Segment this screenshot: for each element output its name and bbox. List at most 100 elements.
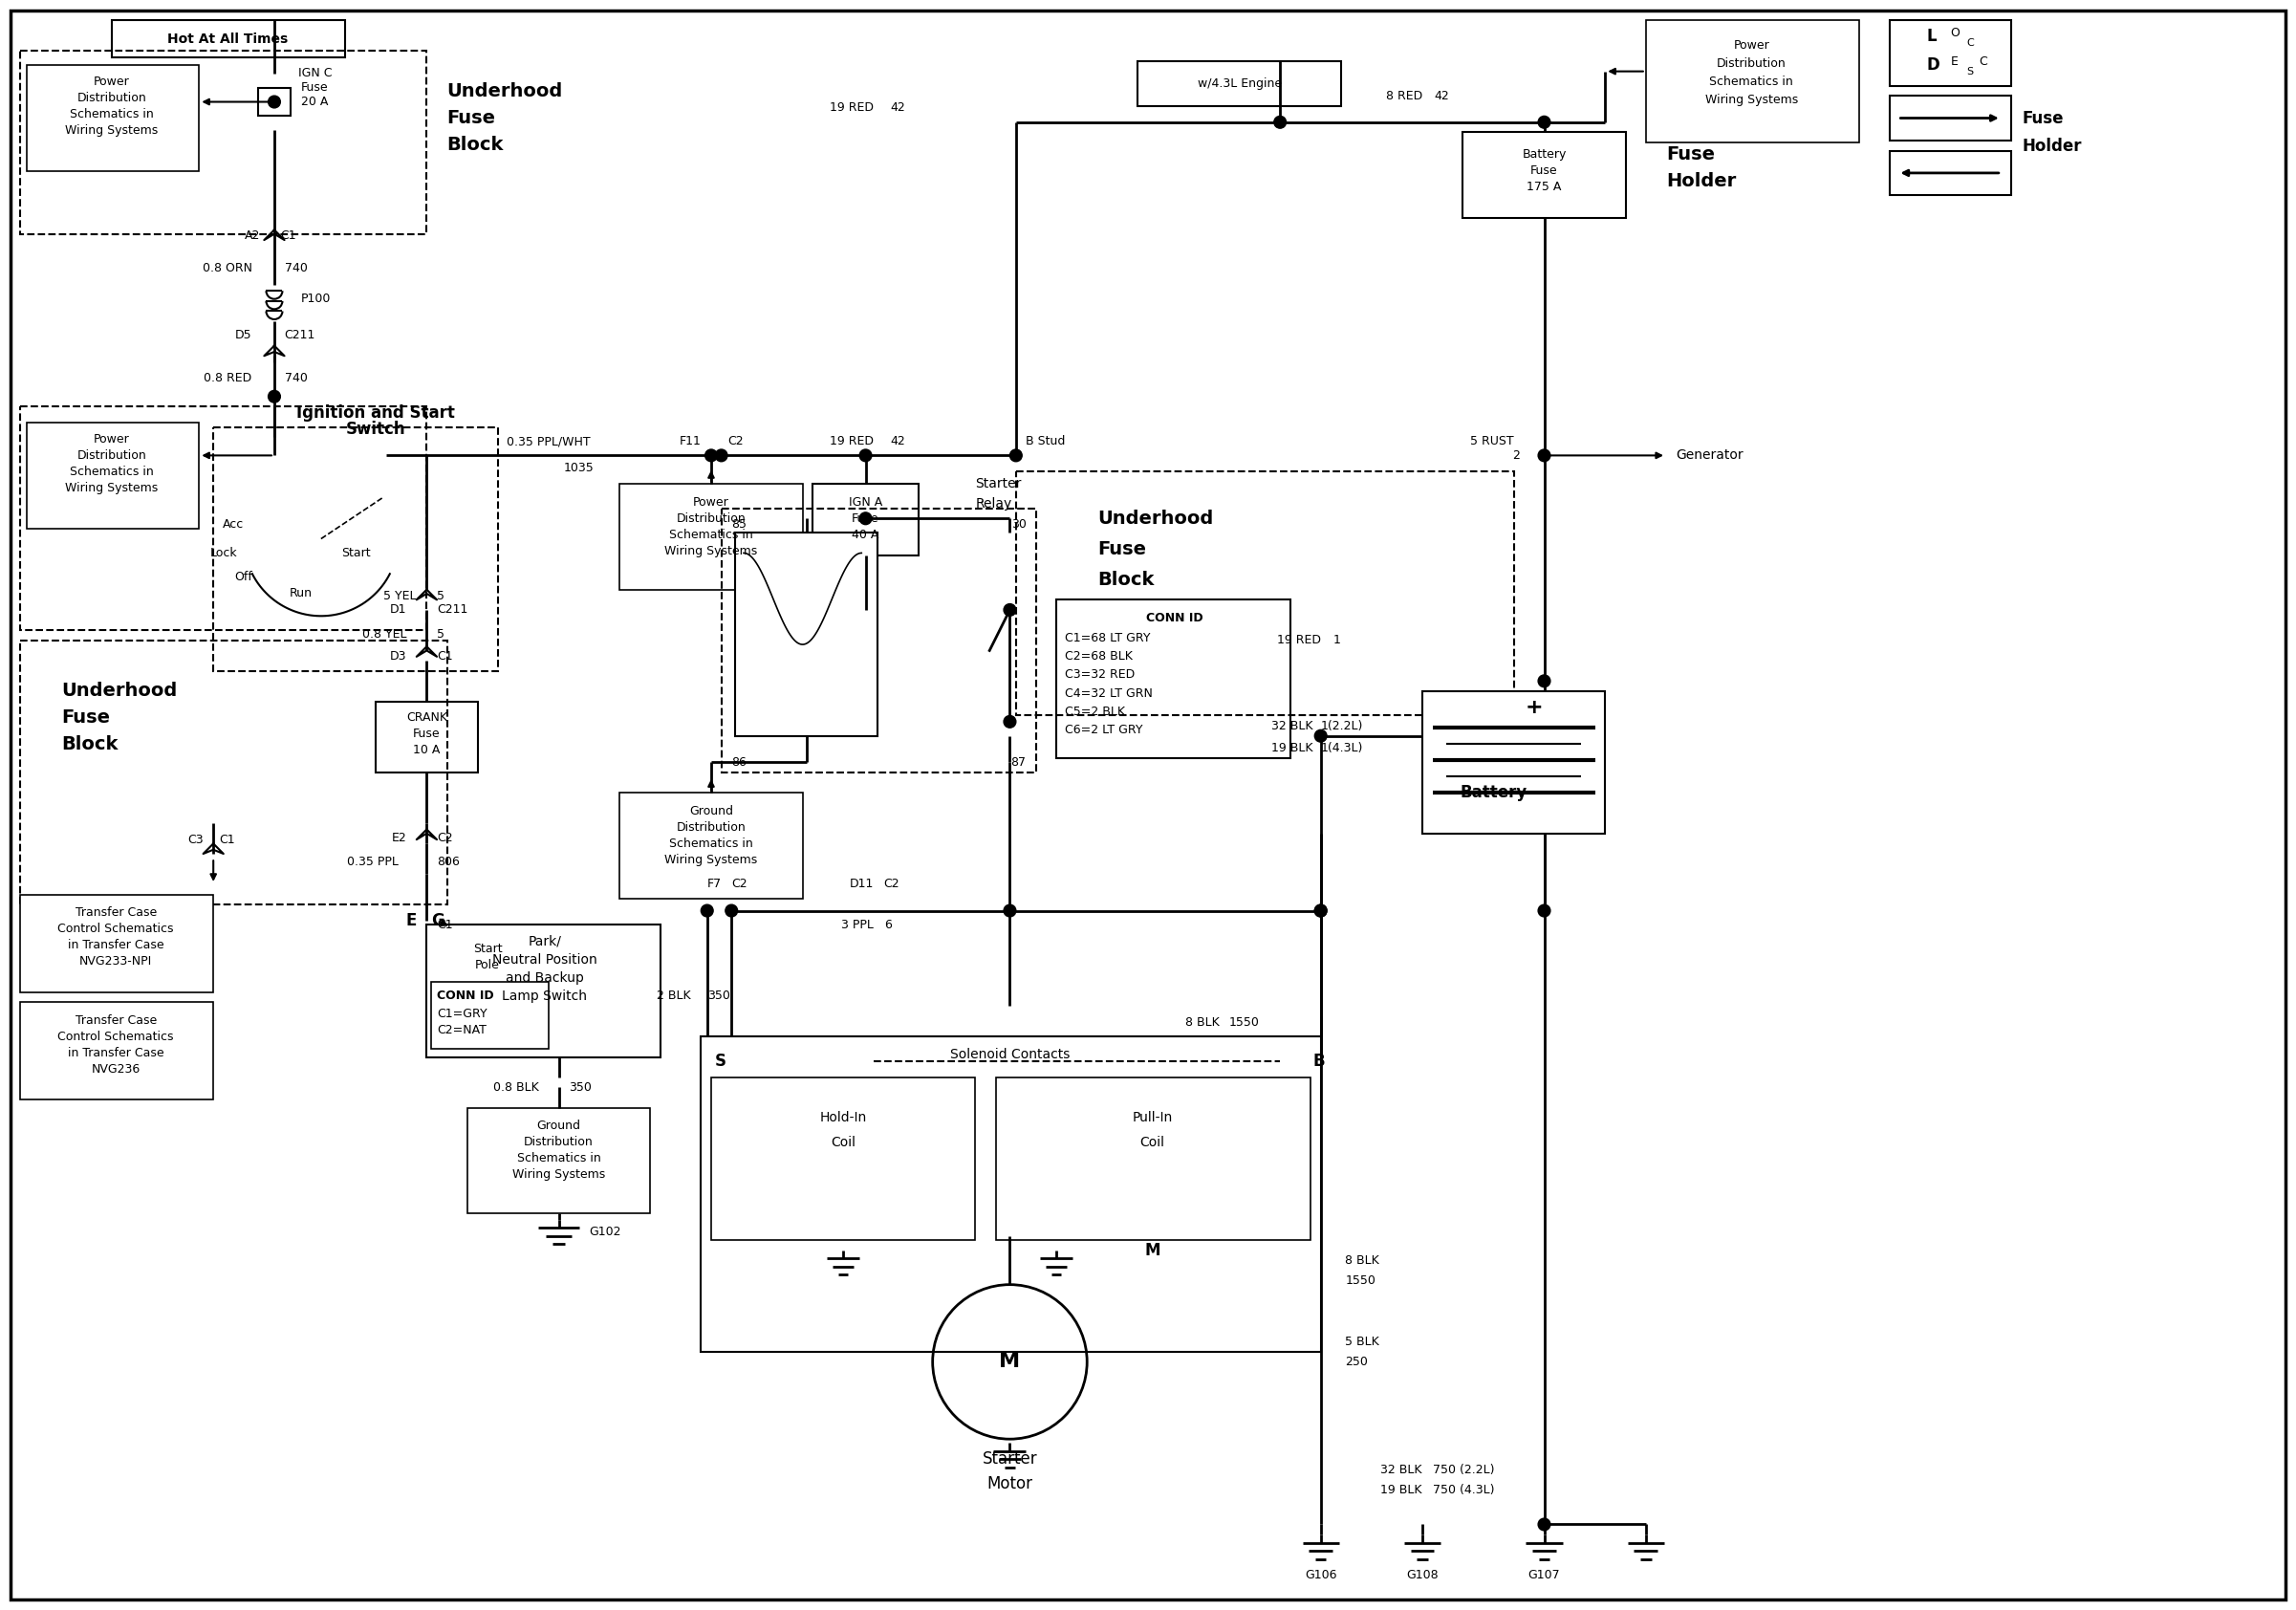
Bar: [28, 423, 200, 528]
Text: Schematics in: Schematics in: [668, 528, 753, 541]
Text: 5 YEL: 5 YEL: [383, 589, 416, 602]
Text: Lamp Switch: Lamp Switch: [503, 989, 588, 1003]
Bar: [712, 1077, 976, 1240]
Text: 0.8 YEL: 0.8 YEL: [363, 628, 406, 641]
Text: G107: G107: [1529, 1570, 1561, 1581]
Text: Generator: Generator: [1676, 449, 1743, 462]
Text: +: +: [1525, 697, 1543, 716]
Text: 350: 350: [569, 1082, 592, 1093]
Circle shape: [700, 905, 714, 916]
Text: 32 BLK: 32 BLK: [1272, 720, 1313, 733]
Text: 0.35 PPL: 0.35 PPL: [347, 855, 397, 868]
Text: Block: Block: [62, 734, 117, 753]
Text: Coil: Coil: [1139, 1135, 1164, 1150]
Circle shape: [1316, 905, 1327, 916]
Text: 19 RED: 19 RED: [829, 101, 875, 114]
Text: M: M: [1143, 1241, 1159, 1259]
Text: Wiring Systems: Wiring Systems: [1706, 93, 1798, 106]
Text: Run: Run: [289, 588, 312, 601]
Text: C2=NAT: C2=NAT: [436, 1024, 487, 1037]
Text: 0.8 BLK: 0.8 BLK: [494, 1082, 540, 1093]
Text: Wiring Systems: Wiring Systems: [664, 544, 758, 557]
Bar: [813, 485, 918, 555]
Text: D: D: [1926, 56, 1940, 74]
Text: 5: 5: [436, 589, 445, 602]
Text: Park/: Park/: [528, 934, 560, 948]
Text: C2: C2: [732, 877, 748, 890]
Text: Schematics in: Schematics in: [1711, 76, 1793, 87]
Text: Distribution: Distribution: [1717, 56, 1786, 69]
Text: D1: D1: [390, 604, 406, 617]
Text: 85: 85: [732, 518, 746, 531]
Text: Fuse: Fuse: [62, 708, 110, 726]
Text: Power: Power: [1733, 39, 1770, 52]
Text: Starter: Starter: [976, 477, 1022, 491]
Text: Underhood: Underhood: [448, 82, 563, 101]
Text: B Stud: B Stud: [1026, 435, 1065, 448]
Circle shape: [1274, 116, 1286, 129]
Bar: [21, 1001, 214, 1100]
Text: D5: D5: [234, 330, 253, 341]
Circle shape: [859, 449, 872, 462]
Text: 10 A: 10 A: [413, 744, 441, 757]
Text: B: B: [1313, 1053, 1325, 1069]
Text: C211: C211: [285, 330, 315, 341]
Text: Hot At All Times: Hot At All Times: [168, 32, 287, 45]
Text: 5 RUST: 5 RUST: [1469, 435, 1513, 448]
Text: Ignition and Start: Ignition and Start: [296, 404, 455, 422]
Text: Holder: Holder: [2023, 138, 2082, 155]
Text: Wiring Systems: Wiring Systems: [64, 481, 158, 494]
Circle shape: [705, 449, 716, 462]
Text: S: S: [1968, 66, 1975, 76]
Bar: [21, 52, 427, 233]
Text: C6=2 LT GRY: C6=2 LT GRY: [1065, 723, 1143, 736]
Text: Off: Off: [234, 572, 253, 583]
Text: Fuse: Fuse: [2023, 109, 2064, 127]
Text: S: S: [716, 1053, 728, 1069]
Text: in Transfer Case: in Transfer Case: [67, 939, 163, 952]
Text: Starter: Starter: [983, 1451, 1038, 1468]
Text: G102: G102: [590, 1225, 622, 1238]
Bar: [996, 1077, 1311, 1240]
Text: Fuse: Fuse: [413, 728, 441, 741]
Text: P100: P100: [301, 293, 331, 306]
Text: Power: Power: [693, 496, 730, 509]
Text: L: L: [1926, 29, 1936, 45]
Text: 2: 2: [1513, 449, 1520, 462]
Text: Motor: Motor: [987, 1475, 1033, 1492]
Text: 1(4.3L): 1(4.3L): [1320, 742, 1364, 755]
Text: Fuse: Fuse: [852, 512, 879, 525]
Bar: [1890, 95, 2011, 140]
Bar: [1646, 21, 1860, 142]
Text: C1: C1: [280, 230, 296, 241]
Text: 250: 250: [1345, 1356, 1368, 1368]
Text: Control Schematics: Control Schematics: [57, 1030, 174, 1043]
Text: Distribution: Distribution: [677, 512, 746, 525]
Bar: [21, 895, 214, 992]
Text: CRANK: CRANK: [406, 712, 448, 724]
Text: G108: G108: [1405, 1570, 1437, 1581]
Text: Start: Start: [473, 943, 503, 955]
Circle shape: [1003, 905, 1015, 916]
Text: C1: C1: [436, 919, 452, 931]
Text: C2=68 BLK: C2=68 BLK: [1065, 650, 1132, 663]
Text: w/4.3L Engine: w/4.3L Engine: [1196, 77, 1281, 90]
Text: Fuse: Fuse: [1097, 539, 1146, 559]
Text: D11: D11: [850, 877, 875, 890]
Text: 175 A: 175 A: [1527, 180, 1561, 193]
Circle shape: [1538, 449, 1550, 462]
Text: Distribution: Distribution: [523, 1137, 595, 1148]
Text: Neutral Position: Neutral Position: [491, 953, 597, 966]
Bar: [1890, 151, 2011, 195]
Text: 40 A: 40 A: [852, 528, 879, 541]
Text: and Backup: and Backup: [505, 971, 583, 984]
Text: 3 PPL: 3 PPL: [840, 919, 875, 931]
Text: 19 RED: 19 RED: [1277, 634, 1320, 647]
Bar: [28, 66, 200, 171]
Text: CONN ID: CONN ID: [436, 990, 494, 1003]
Text: Fuse: Fuse: [1531, 164, 1559, 177]
Text: 20 A: 20 A: [301, 95, 328, 108]
Text: 0.8 RED: 0.8 RED: [204, 372, 253, 385]
Text: Power: Power: [94, 76, 131, 87]
Text: NVG233-NPI: NVG233-NPI: [80, 955, 152, 968]
